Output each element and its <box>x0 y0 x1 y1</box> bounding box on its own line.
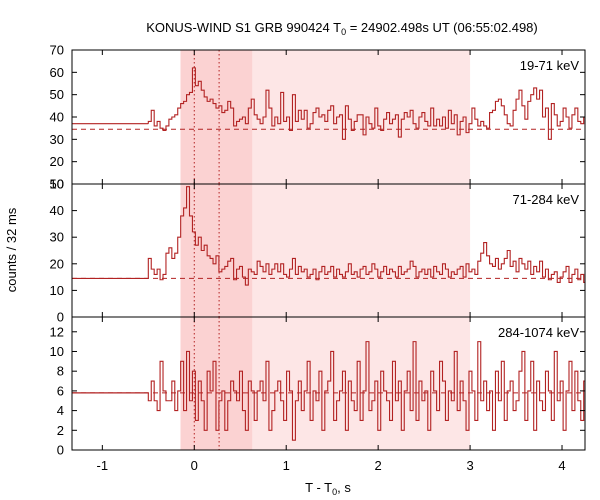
y-tick-label: 20 <box>50 154 64 169</box>
y-tick-label: 4 <box>57 403 64 418</box>
y-tick-label: 12 <box>50 324 64 339</box>
panel-1: 10 20 30 40 50 60 70 19-71 keV <box>50 43 586 192</box>
y-tick-label: 40 <box>50 203 64 218</box>
x-axis-label: T - T0, s <box>305 480 351 497</box>
y-tick-label: 30 <box>50 230 64 245</box>
shaded-region-2 <box>180 184 253 317</box>
x-tick-label: 2 <box>375 458 382 473</box>
y-tick-label: 10 <box>50 344 64 359</box>
y-tick-label: 6 <box>57 383 64 398</box>
light-curve-series <box>147 186 585 286</box>
y-tick-label: 40 <box>50 110 64 125</box>
y-tick-label: 20 <box>50 256 64 271</box>
panel-3: 0 2 4 6 8 10 12 284-1074 keV <box>50 316 586 458</box>
chart-title: KONUS-WIND S1 GRB 990424 T0 = 24902.498s… <box>146 20 538 37</box>
energy-band-label: 71-284 keV <box>513 192 580 207</box>
energy-band-label: 284-1074 keV <box>498 325 579 340</box>
shaded-region-2 <box>180 50 253 184</box>
y-tick-label: 0 <box>57 443 64 458</box>
x-tick-label: 4 <box>558 458 565 473</box>
y-tick-label: 60 <box>50 65 64 80</box>
y-tick-label: 50 <box>50 87 64 102</box>
y-axis-label: counts / 32 ms <box>4 207 19 292</box>
y-tick-label: 50 <box>50 177 64 192</box>
panel-frame <box>71 316 586 451</box>
panel-2: 0 10 20 30 40 50 71-284 keV <box>50 177 586 325</box>
x-tick-label: 3 <box>466 458 473 473</box>
y-tick-label: 2 <box>57 423 64 438</box>
y-tick-label: 10 <box>50 177 64 192</box>
y-tick-label: 30 <box>50 132 64 147</box>
light-curve-series <box>147 67 585 140</box>
light-curve-series <box>147 341 585 441</box>
x-tick-label: -1 <box>97 458 109 473</box>
x-tick-label: 0 <box>191 458 198 473</box>
y-tick-label: 8 <box>57 364 64 379</box>
x-tick-label: 1 <box>283 458 290 473</box>
energy-band-label: 19-71 keV <box>520 58 580 73</box>
y-tick-label: 0 <box>57 310 64 325</box>
y-tick-label: 70 <box>50 43 64 58</box>
y-tick-label: 10 <box>50 283 64 298</box>
